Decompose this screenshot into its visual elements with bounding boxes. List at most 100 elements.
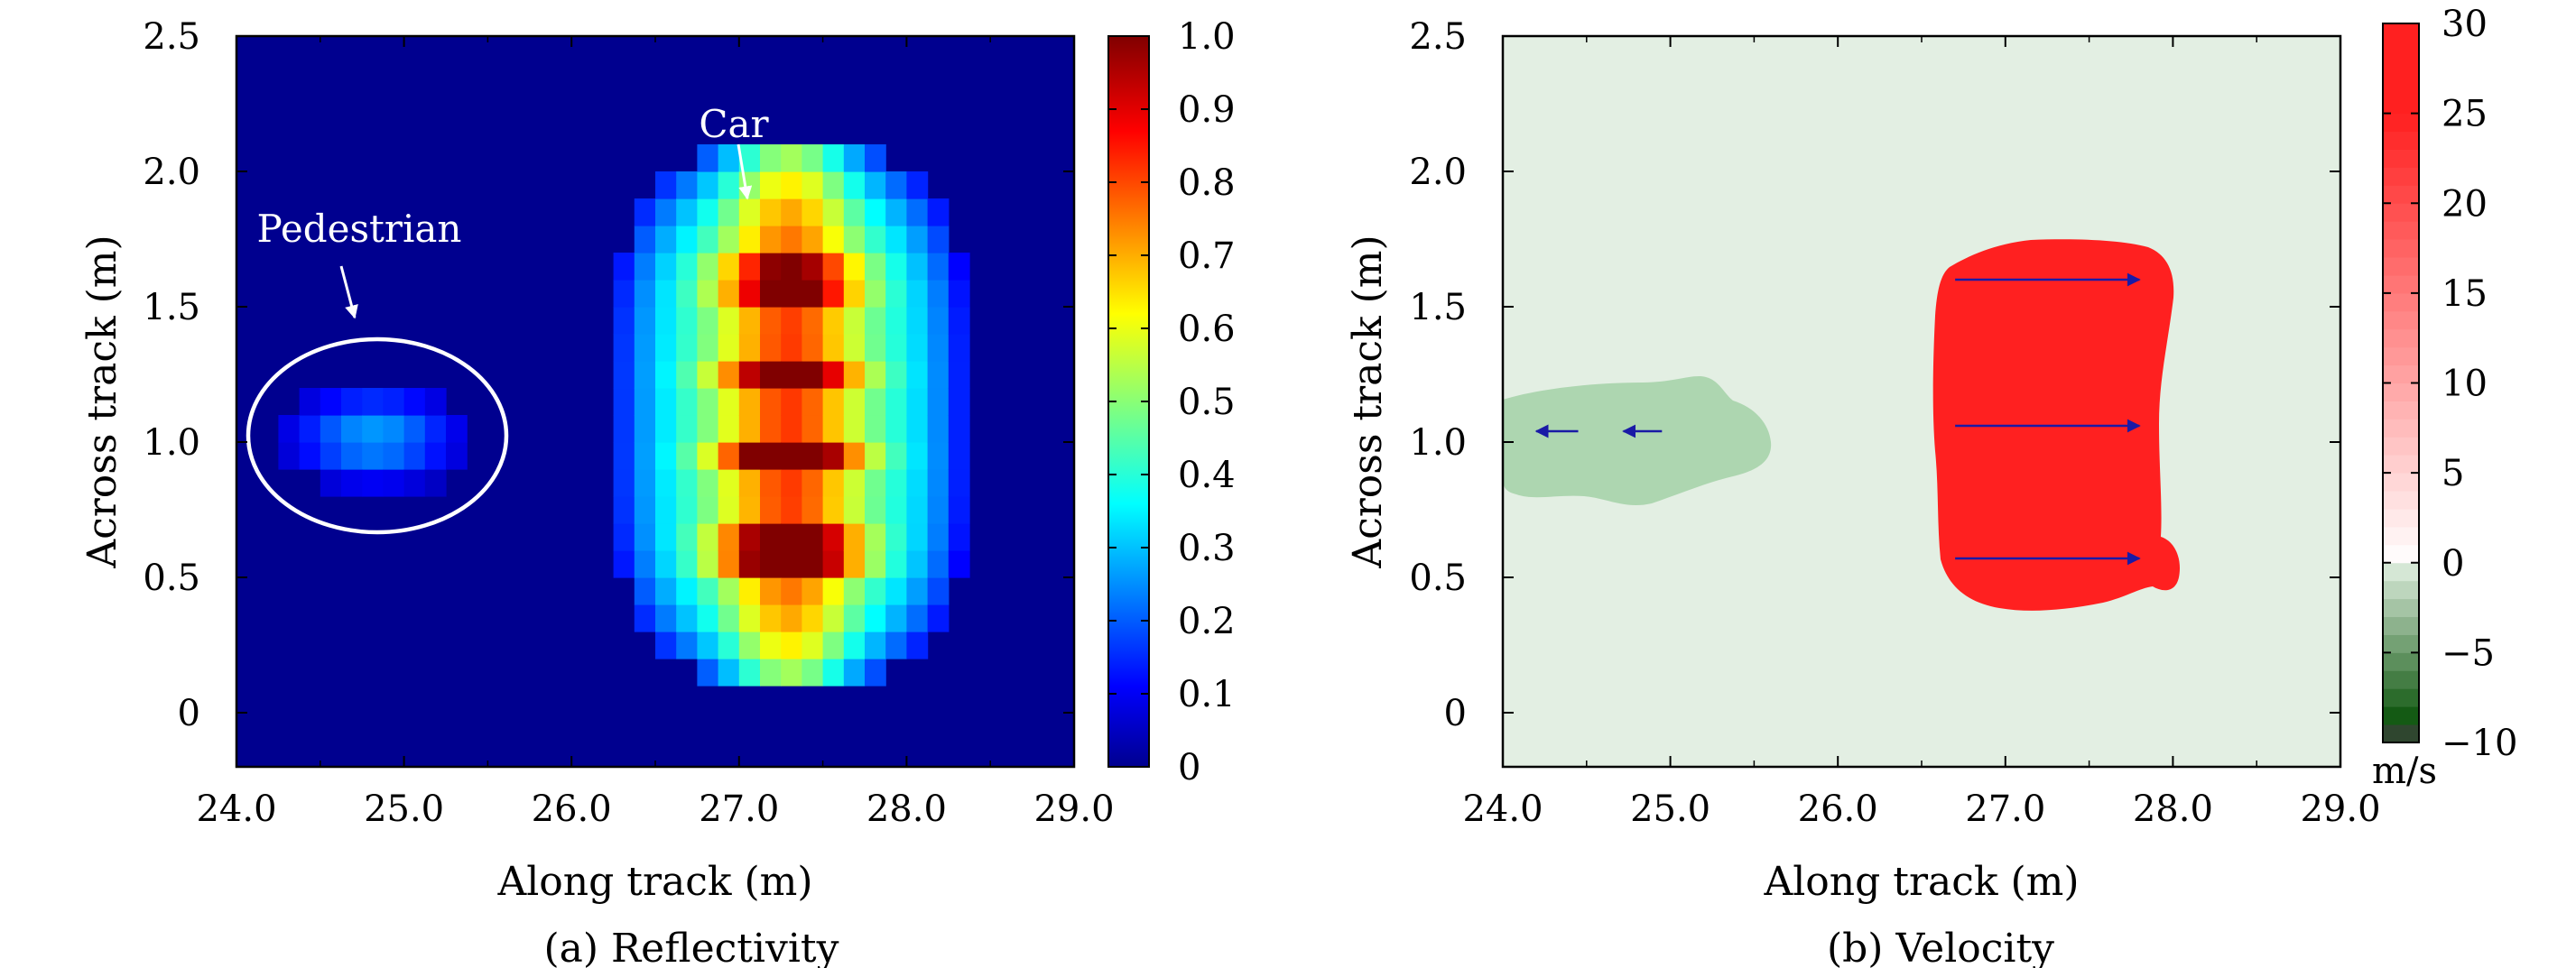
heatmap-cell <box>655 226 677 254</box>
pedestrian-arrow <box>339 265 358 319</box>
heatmap-cell <box>822 577 845 605</box>
colorbar-step <box>2383 131 2419 150</box>
heatmap-cell <box>927 198 950 226</box>
heatmap-cell <box>865 307 886 335</box>
heatmap-cell <box>738 361 761 389</box>
heatmap-cell <box>697 604 719 632</box>
heatmap-cell <box>634 496 656 524</box>
heatmap-cell <box>676 523 698 551</box>
heatmap-cell <box>843 523 866 551</box>
y-tick-label: 1.5 <box>143 287 200 328</box>
heatmap-cell <box>676 415 698 443</box>
heatmap-cell <box>802 226 824 254</box>
heatmap-cell <box>948 550 970 578</box>
heatmap-cell <box>634 253 656 281</box>
heatmap-cell <box>843 577 866 605</box>
heatmap-cell <box>885 442 907 470</box>
colorbar-step <box>2383 328 2419 348</box>
heatmap-cell <box>697 388 719 416</box>
colorbar-step <box>2383 491 2419 510</box>
heatmap-cell <box>822 334 845 362</box>
heatmap-cell <box>781 307 802 335</box>
heatmap-cell <box>781 604 802 632</box>
x-tick-label: 27.0 <box>699 788 779 830</box>
heatmap-cell <box>822 388 845 416</box>
heatmap-cell <box>781 226 802 254</box>
heatmap-cell <box>781 361 802 389</box>
heatmap-cell <box>760 171 782 199</box>
car-arrow <box>737 143 753 200</box>
heatmap-cell <box>802 253 824 281</box>
heatmap-cell <box>822 523 845 551</box>
heatmap-cell <box>948 280 970 308</box>
heatmap-cell <box>320 388 342 416</box>
colorbar-step <box>2383 149 2419 168</box>
heatmap-cell <box>718 198 740 226</box>
colorbar-tick-label: 30 <box>2442 4 2488 45</box>
y-tick-label: 0.5 <box>143 558 200 599</box>
heatmap-cell <box>927 604 950 632</box>
heatmap-cell <box>697 550 719 578</box>
heatmap-cell <box>865 361 886 389</box>
heatmap-cell <box>424 469 447 497</box>
colorbar-step <box>2383 239 2419 258</box>
heatmap-cell <box>676 388 698 416</box>
heatmap-cell <box>341 415 363 443</box>
colorbar-step <box>2383 113 2419 133</box>
heatmap-cell <box>885 550 907 578</box>
heatmap-cell <box>927 334 950 362</box>
colorbar-tick-label: 0.9 <box>1178 89 1236 131</box>
panel-reflectivity: Pedestrian Car 24.0 25.0 26.0 27.0 28.0 29.00… <box>79 16 1236 968</box>
heatmap-cell <box>927 415 950 443</box>
heatmap-cell <box>299 442 321 470</box>
colorbar-step <box>2383 292 2419 312</box>
heatmap-cell <box>865 144 886 172</box>
heatmap-cell <box>718 171 740 199</box>
heatmap-cell <box>760 442 782 470</box>
heatmap-cell <box>718 659 740 687</box>
heatmap-cell <box>822 144 845 172</box>
panel-velocity: 24.0 25.0 26.0 27.0 28.0 29.0 0 0.5 1.0 1.5 2.0 2.5… <box>1345 4 2517 968</box>
x-tick-label: 28.0 <box>866 788 947 830</box>
colorbar-tick-label: 0.7 <box>1178 235 1236 277</box>
axes: 24.0 25.0 26.0 27.0 28.0 29.0 0 0.5 1.0 1.5 2.0 2.5 <box>143 16 1114 830</box>
colorbar-tick-label: −10 <box>2442 723 2517 764</box>
heatmap-cell <box>865 659 886 687</box>
heatmap-cell <box>446 415 468 443</box>
heatmap-cell <box>906 334 929 362</box>
heatmap-cell <box>738 577 761 605</box>
y-axis-label: Across track (m) <box>79 235 125 568</box>
heatmap-cell <box>865 226 886 254</box>
heatmap-cell <box>738 334 761 362</box>
heatmap-cell <box>885 307 907 335</box>
heatmap-cell <box>781 144 802 172</box>
colorbar-step <box>2383 508 2419 528</box>
heatmap-cell <box>906 415 929 443</box>
heatmap-cell <box>676 577 698 605</box>
heatmap-cell <box>278 415 301 443</box>
colorbar-step <box>2383 544 2419 564</box>
heatmap-cell <box>697 171 719 199</box>
heatmap-cell <box>781 469 802 497</box>
colorbar-tick-label: 0.4 <box>1178 455 1236 496</box>
heatmap-cell <box>843 388 866 416</box>
heatmap-cell <box>738 632 761 659</box>
heatmap-cell <box>403 469 426 497</box>
colorbar-step <box>2383 23 2419 42</box>
heatmap-cell <box>613 496 635 524</box>
heatmap-cell <box>655 171 677 199</box>
heatmap-cell <box>655 550 677 578</box>
heatmap-cell <box>865 334 886 362</box>
colorbar-tick-label: 0.8 <box>1178 162 1236 204</box>
heatmap-cell <box>634 280 656 308</box>
heatmap-cell <box>885 632 907 659</box>
heatmap-cell <box>843 604 866 632</box>
heatmap-cell <box>697 469 719 497</box>
x-tick-label: 24.0 <box>1462 788 1543 830</box>
heatmap-cell <box>320 469 342 497</box>
heatmap-cell <box>843 171 866 199</box>
colorbar-tick-label: 0 <box>2442 543 2464 585</box>
heatmap-cell <box>906 469 929 497</box>
colorbar-step <box>2383 95 2419 115</box>
heatmap-cell <box>885 226 907 254</box>
